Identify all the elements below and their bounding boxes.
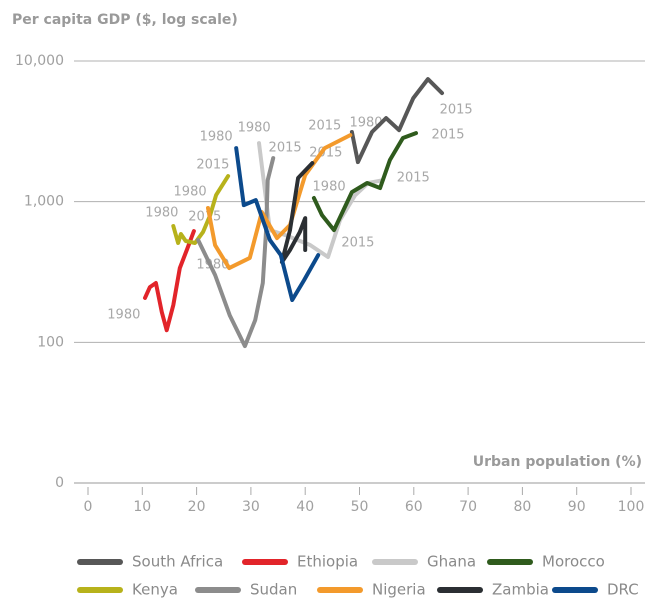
x-tick-label: 90 [568, 499, 586, 515]
annotation: 2015 [440, 103, 473, 118]
legend-label: Ghana [427, 553, 476, 571]
legend-label: Sudan [250, 581, 297, 599]
legend-label: Kenya [132, 581, 178, 599]
chart-title: Per capita GDP ($, log scale) [12, 12, 238, 28]
annotation: 2015 [188, 210, 221, 225]
annotation: 1980 [107, 308, 140, 323]
annotation: 2015 [341, 236, 374, 251]
x-tick-label: 0 [84, 499, 93, 515]
x-tick-label: 10 [133, 499, 151, 515]
series-line [234, 146, 321, 302]
legend-label: DRC [607, 581, 639, 599]
y-tick-label: 100 [37, 334, 64, 350]
annotation: 2015 [431, 128, 464, 143]
y-tick-label: 0 [55, 475, 64, 491]
series-line [143, 229, 196, 333]
x-tick-label: 100 [618, 499, 645, 515]
legend-label: South Africa [132, 553, 223, 571]
annotation: 2015 [397, 171, 430, 186]
x-tick-label: 60 [405, 499, 423, 515]
x-axis-label: Urban population (%) [473, 454, 642, 470]
series-line [311, 131, 418, 233]
annotation: 1980 [349, 116, 382, 131]
annotation: 1980 [174, 185, 207, 200]
series-line [206, 133, 353, 271]
y-tick-label: 1,000 [24, 194, 64, 210]
annotation: 2015 [308, 119, 341, 134]
series-line [171, 174, 231, 245]
series-line [279, 161, 315, 265]
x-tick-label: 40 [296, 499, 314, 515]
annotation: 2015 [196, 158, 229, 173]
annotation: 1980 [200, 130, 233, 145]
annotation: 1980 [196, 258, 229, 273]
x-tick-label: 80 [513, 499, 531, 515]
annotation: 1980 [313, 180, 346, 195]
series-line [349, 77, 444, 165]
x-tick-label: 30 [242, 499, 260, 515]
x-tick-label: 70 [459, 499, 477, 515]
x-tick-label: 50 [351, 499, 369, 515]
legend-label: Morocco [542, 553, 605, 571]
legend-label: Zambia [492, 581, 549, 599]
annotation: 1980 [238, 121, 271, 136]
y-tick-label: 10,000 [15, 53, 64, 69]
annotation: 1980 [145, 206, 178, 221]
legend-label: Nigeria [372, 581, 426, 599]
x-tick-label: 20 [188, 499, 206, 515]
series-line [196, 156, 276, 349]
annotation: 2015 [269, 141, 302, 156]
legend-label: Ethiopia [297, 553, 358, 571]
